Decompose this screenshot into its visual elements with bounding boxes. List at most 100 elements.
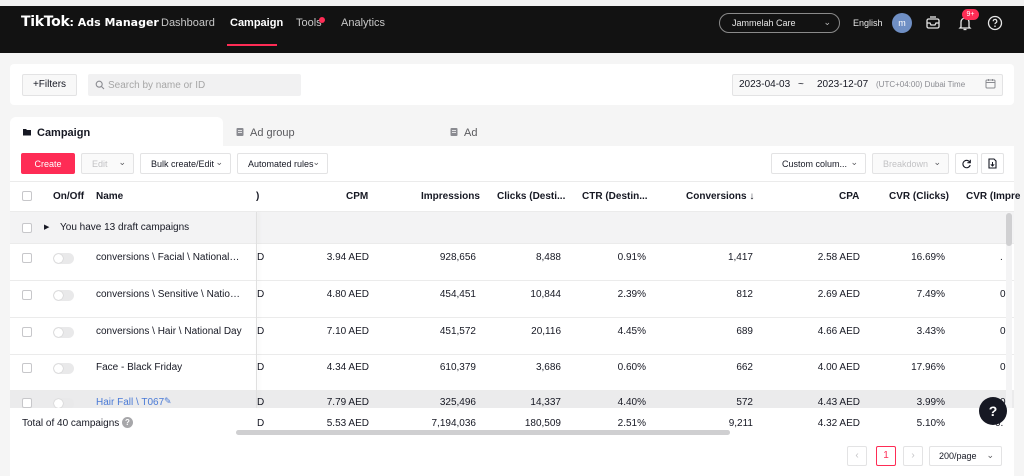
logo-text: TikTok [21,14,70,30]
edit-pencil-icon[interactable]: ✎ [164,396,172,406]
nav-analytics[interactable]: Analytics [341,17,386,29]
info-icon[interactable]: ? [122,417,133,428]
breakdown-button[interactable]: Breakdown ⌄ [872,153,949,174]
column-cpa[interactable]: CPA [839,191,860,202]
inbox-icon[interactable] [923,13,943,33]
plus-icon: + [32,79,39,90]
tools-notification-dot [319,17,325,23]
language-selector[interactable]: English [853,18,883,28]
cvr-impressions-cell: . [1000,252,1003,263]
row-checkbox[interactable] [22,398,32,408]
page-size-select[interactable]: 200/page ⌄ [929,446,1002,466]
partial-cell: D [257,326,265,337]
column-clicks[interactable]: Clicks (Desti... [497,191,566,202]
edit-button[interactable]: Edit ⌄ [81,153,134,174]
avatar[interactable]: m [892,13,912,33]
export-button[interactable] [981,153,1004,174]
nav-dashboard[interactable]: Dashboard [161,17,215,29]
date-separator: ~ [798,79,804,90]
campaign-name-link[interactable]: Face - Black Friday [96,362,183,373]
chevron-down-icon: ⌄ [986,450,994,460]
campaign-status-toggle[interactable] [53,290,74,301]
page-button-current[interactable]: 1 [876,446,896,466]
column-ctr[interactable]: CTR (Destin... [582,191,648,202]
automated-rules-button[interactable]: Automated rules ⌄ [237,153,328,174]
campaign-name-link[interactable]: conversions \ Facial \ National day [96,252,242,263]
filters-label: Filters [38,79,67,90]
impressions-cell: 610,379 [439,362,476,373]
nav-tools[interactable]: Tools [296,17,322,29]
help-chat-button[interactable]: ? [979,397,1007,425]
conversions-cell: 812 [736,289,753,300]
ad-group-icon [236,128,244,136]
row-checkbox[interactable] [22,327,32,337]
tab-ad-group[interactable]: Ad group [250,127,295,139]
column-cvr-clicks[interactable]: CVR (Clicks) [889,191,950,202]
nav-campaign[interactable]: Campaign [230,17,284,29]
prev-page-button[interactable]: ‹ [847,446,867,466]
draft-checkbox[interactable] [22,223,32,233]
date-start[interactable]: 2023-04-03 [739,79,791,90]
column-conversions[interactable]: Conversions ↓ [686,191,755,202]
date-end[interactable]: 2023-12-07 [817,79,869,90]
search-input[interactable] [108,77,293,93]
tab-ad[interactable]: Ad [464,127,478,139]
campaign-status-toggle[interactable] [53,363,74,374]
page-size-label: 200/page [939,451,977,461]
campaign-name-link[interactable]: conversions \ Sensitive \ Nation... [96,289,242,300]
campaign-status-toggle[interactable] [53,327,74,338]
column-cpm[interactable]: CPM [346,191,369,202]
top-navigation-bar [0,6,1024,53]
column-name[interactable]: Name [96,191,124,202]
tab-campaign[interactable]: Campaign [37,127,91,139]
ctr-cell: 4.40% [617,397,646,408]
active-nav-indicator [227,44,277,46]
cpa-cell: 2.69 AED [817,289,860,300]
total-ctr: 2.51% [617,418,646,429]
folder-icon [23,129,31,136]
campaign-name-link[interactable]: conversions \ Hair \ National Day [96,326,242,337]
campaign-status-toggle[interactable] [53,398,74,409]
conversions-cell: 662 [736,362,753,373]
filters-button[interactable]: +Filters [22,74,77,96]
row-checkbox[interactable] [22,253,32,263]
select-all-checkbox[interactable] [22,191,32,201]
row-divider [10,390,1014,391]
draft-campaigns-row[interactable] [10,212,1014,244]
account-selector[interactable]: Jammelah Care ⌄ [719,13,840,33]
bulk-create-edit-button[interactable]: Bulk create/Edit ⌄ [140,153,231,174]
clicks-cell: 14,337 [530,397,561,408]
total-partial-cell: D [257,418,265,429]
date-range-picker[interactable] [732,74,1003,96]
cvr-impressions-cell: 0. [1000,362,1009,373]
create-button[interactable]: Create [21,153,75,174]
cvr-impressions-cell: 0. [1000,326,1009,337]
vertical-scrollbar-track[interactable] [1006,212,1012,408]
draft-campaigns-text[interactable]: You have 13 draft campaigns [60,222,190,233]
tab-campaign-container [10,117,223,147]
column-partial[interactable]: ) [256,191,260,202]
refresh-icon [962,159,971,169]
column-impressions[interactable]: Impressions [421,191,480,202]
row-checkbox[interactable] [22,363,32,373]
row-checkbox[interactable] [22,290,32,300]
timezone-label: (UTC+04:00) Dubai Time [876,80,966,89]
caret-right-icon[interactable]: ▶ [44,224,50,231]
calendar-icon[interactable] [985,78,996,89]
refresh-button[interactable] [955,153,978,174]
next-page-button[interactable]: › [903,446,923,466]
horizontal-scrollbar-thumb[interactable] [236,430,730,435]
search-box [88,74,301,96]
partial-cell: D [257,289,265,300]
partial-cell: D [257,252,265,263]
campaign-status-toggle[interactable] [53,253,74,264]
vertical-scrollbar-thumb[interactable] [1006,213,1012,246]
column-onoff[interactable]: On/Off [53,191,85,202]
help-icon[interactable] [985,13,1005,33]
sticky-column-divider [256,212,257,408]
ctr-cell: 0.60% [617,362,646,373]
column-cvr-impressions[interactable]: CVR (Impre [966,191,1021,202]
breakdown-label: Breakdown [883,159,929,169]
tiktok-ads-manager-logo[interactable]: TikTok: Ads Manager [21,14,159,30]
custom-columns-button[interactable]: Custom colum... ⌄ [771,153,866,174]
